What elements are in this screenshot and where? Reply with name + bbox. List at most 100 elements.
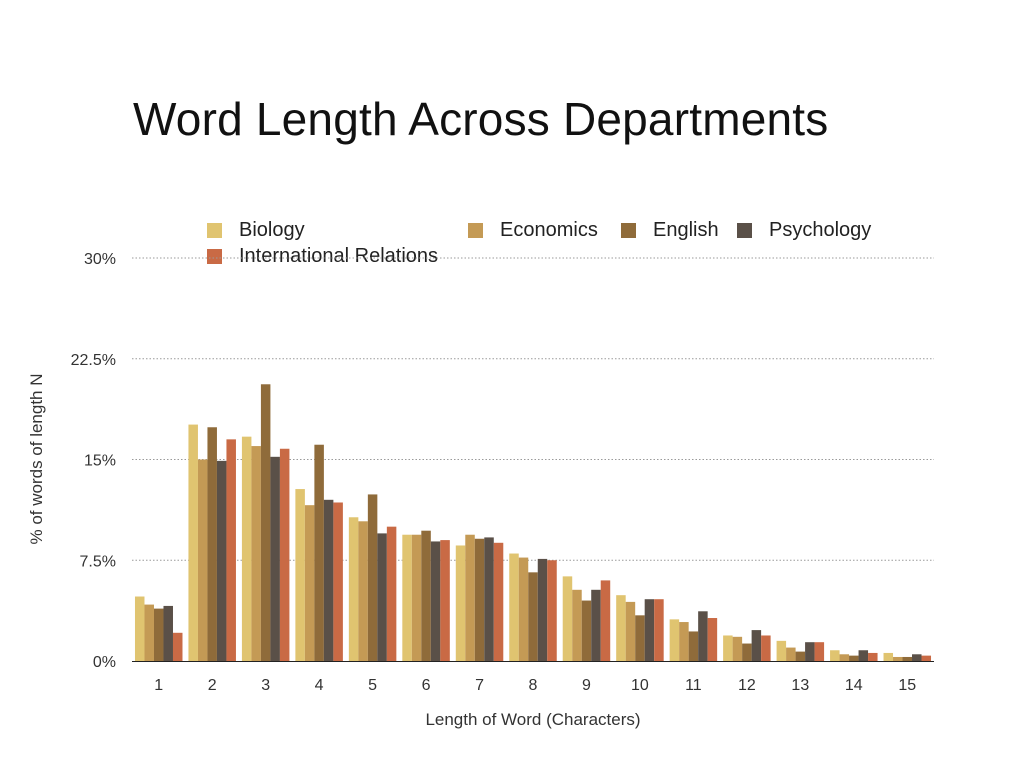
bar-economics-8 bbox=[518, 557, 529, 661]
bar-international-relations-14 bbox=[868, 652, 878, 661]
bar-english-15 bbox=[902, 656, 913, 661]
bar-psychology-12 bbox=[751, 630, 762, 661]
legend-swatch-biology bbox=[207, 223, 222, 238]
y-tick-label: 30% bbox=[84, 251, 116, 268]
y-axis-label: % of words of length N bbox=[27, 373, 46, 544]
bar-psychology-13 bbox=[805, 642, 815, 661]
bar-economics-10 bbox=[625, 601, 636, 661]
bar-international-relations-12 bbox=[761, 635, 771, 661]
bar-english-9 bbox=[581, 600, 592, 661]
bar-economics-12 bbox=[732, 636, 743, 661]
x-tick-label: 13 bbox=[791, 677, 809, 694]
bar-economics-7 bbox=[465, 534, 475, 661]
x-tick-label: 7 bbox=[475, 677, 484, 694]
legend-swatch-international-relations bbox=[207, 249, 222, 264]
bar-economics-11 bbox=[679, 622, 689, 661]
bar-biology-13 bbox=[776, 640, 787, 661]
bar-economics-4 bbox=[304, 505, 315, 661]
bar-english-5 bbox=[367, 494, 378, 661]
legend-item-international-relations: International Relations bbox=[207, 245, 438, 268]
bar-economics-13 bbox=[786, 647, 796, 661]
bar-psychology-15 bbox=[912, 654, 922, 661]
bar-international-relations-4 bbox=[333, 502, 343, 661]
x-tick-label: 5 bbox=[368, 677, 377, 694]
legend-label-psychology: Psychology bbox=[769, 219, 872, 241]
bar-international-relations-10 bbox=[654, 599, 664, 661]
bar-psychology-7 bbox=[484, 537, 494, 661]
legend-item-psychology: Psychology bbox=[737, 219, 871, 242]
bar-biology-5 bbox=[348, 517, 359, 661]
bar-psychology-5 bbox=[377, 533, 387, 661]
bar-psychology-9 bbox=[591, 589, 601, 661]
bar-international-relations-9 bbox=[600, 580, 611, 661]
bar-international-relations-8 bbox=[547, 560, 557, 661]
bar-psychology-2 bbox=[216, 460, 227, 661]
bar-english-3 bbox=[260, 384, 271, 661]
y-tick-label: 7.5% bbox=[80, 553, 116, 570]
legend-swatch-psychology bbox=[737, 223, 752, 238]
bar-biology-3 bbox=[241, 436, 252, 661]
bar-english-8 bbox=[528, 572, 538, 661]
x-tick-label: 2 bbox=[208, 677, 217, 694]
bar-biology-12 bbox=[723, 635, 733, 661]
gridlines bbox=[132, 257, 934, 561]
legend-label-english: English bbox=[653, 219, 719, 241]
bar-international-relations-11 bbox=[707, 618, 718, 661]
bar-biology-15 bbox=[883, 652, 894, 661]
x-tick-label: 4 bbox=[315, 677, 324, 694]
bar-biology-9 bbox=[562, 576, 573, 661]
bar-psychology-6 bbox=[430, 541, 441, 661]
legend-label-biology: Biology bbox=[239, 219, 305, 241]
legend-item-economics: Economics bbox=[468, 219, 598, 242]
x-tick-label: 9 bbox=[582, 677, 591, 694]
bar-economics-14 bbox=[839, 654, 850, 661]
bar-international-relations-7 bbox=[493, 542, 504, 661]
bar-psychology-11 bbox=[698, 611, 708, 661]
bars bbox=[134, 384, 932, 661]
legend-label-economics: Economics bbox=[500, 219, 598, 241]
x-tick-label: 10 bbox=[631, 677, 649, 694]
bar-international-relations-13 bbox=[814, 642, 825, 661]
bar-international-relations-3 bbox=[279, 448, 290, 661]
x-tick-label: 15 bbox=[898, 677, 916, 694]
x-tick-label: 3 bbox=[261, 677, 270, 694]
x-tick-label: 14 bbox=[845, 677, 863, 694]
bar-english-12 bbox=[742, 643, 752, 661]
legend-swatch-economics bbox=[468, 223, 483, 238]
bar-biology-8 bbox=[509, 553, 519, 661]
bar-international-relations-2 bbox=[226, 439, 236, 661]
bar-international-relations-15 bbox=[921, 655, 932, 661]
bar-economics-9 bbox=[572, 589, 582, 661]
x-tick-label: 11 bbox=[685, 677, 702, 694]
bar-psychology-1 bbox=[163, 605, 173, 661]
legend-swatch-english bbox=[621, 223, 636, 238]
bar-biology-2 bbox=[188, 424, 198, 661]
legend-item-english: English bbox=[621, 219, 719, 242]
bar-psychology-4 bbox=[323, 499, 334, 661]
bar-biology-6 bbox=[402, 534, 412, 661]
bar-economics-6 bbox=[411, 534, 422, 661]
bar-biology-10 bbox=[616, 595, 626, 661]
bar-english-2 bbox=[207, 427, 217, 661]
bar-english-4 bbox=[314, 444, 324, 661]
bar-economics-5 bbox=[358, 521, 368, 661]
chart-title: Word Length Across Departments bbox=[133, 93, 829, 145]
bar-biology-14 bbox=[830, 650, 840, 661]
bar-biology-11 bbox=[669, 619, 680, 661]
bar-biology-7 bbox=[455, 545, 466, 661]
bar-economics-1 bbox=[144, 604, 154, 661]
bar-psychology-10 bbox=[644, 599, 655, 661]
bar-english-11 bbox=[688, 631, 699, 661]
bar-psychology-8 bbox=[537, 558, 548, 661]
legend-label-international-relations: International Relations bbox=[239, 245, 439, 267]
x-tick-label: 8 bbox=[529, 677, 538, 694]
y-tick-label: 0% bbox=[93, 654, 116, 671]
bar-english-13 bbox=[795, 651, 806, 661]
x-tick-label: 1 bbox=[154, 677, 163, 694]
x-tick-label: 6 bbox=[422, 677, 431, 694]
bar-biology-1 bbox=[134, 596, 145, 661]
legend-item-biology: Biology bbox=[207, 219, 305, 242]
y-tick-label: 22.5% bbox=[71, 352, 116, 369]
x-axis-label: Length of Word (Characters) bbox=[425, 710, 640, 729]
bar-economics-3 bbox=[251, 446, 261, 661]
